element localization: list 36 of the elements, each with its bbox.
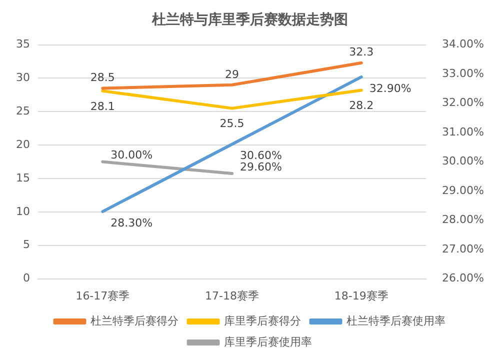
data-label: 28.2	[349, 99, 374, 112]
y-tick-label: 25	[16, 104, 30, 118]
data-label: 28.30%	[110, 216, 153, 230]
legend-label: 杜兰特季后赛使用率	[346, 314, 446, 328]
y-tick-label: 0	[22, 272, 30, 285]
data-label: 30.00%	[110, 148, 153, 162]
data-label: 28.1	[90, 100, 115, 113]
y2-tick-label: 26.00%	[442, 272, 484, 285]
data-label: 28.5	[90, 71, 115, 84]
y2-tick-label: 33.00%	[442, 66, 484, 80]
y-tick-label: 5	[22, 238, 30, 252]
y-tick-label: 15	[16, 171, 30, 184]
y2-tick-label: 29.00%	[442, 184, 484, 197]
data-label: 29	[225, 68, 240, 81]
data-label: 32.3	[349, 46, 374, 59]
y2-tick-label: 27.00%	[442, 242, 484, 256]
data-label: 29.60%	[240, 160, 282, 174]
x-tick-label: 18-19赛季	[334, 289, 388, 302]
y2-tick-label: 32.00%	[442, 96, 484, 110]
x-tick-label: 17-18赛季	[205, 289, 260, 302]
chart-title: 杜兰特与库里季后赛数据走势图	[151, 11, 348, 28]
data-label: 25.5	[220, 117, 244, 130]
x-tick-label: 16-17赛季	[76, 289, 130, 302]
y2-tick-label: 31.00%	[442, 125, 484, 138]
legend-label: 库里季后赛使用率	[224, 335, 312, 348]
y-tick-label: 30	[16, 71, 30, 84]
y2-tick-label: 30.00%	[442, 154, 484, 168]
y-tick-label: 10	[16, 204, 30, 218]
data-label: 32.90%	[369, 82, 412, 95]
y-tick-label: 35	[16, 38, 30, 51]
y-tick-label: 20	[16, 138, 30, 151]
legend-label: 库里季后赛得分	[224, 314, 301, 328]
data-label: 30.60%	[240, 149, 282, 162]
y2-tick-label: 28.00%	[442, 213, 484, 226]
legend-label: 杜兰特季后赛得分	[90, 314, 178, 328]
y2-tick-label: 34.00%	[442, 38, 484, 51]
